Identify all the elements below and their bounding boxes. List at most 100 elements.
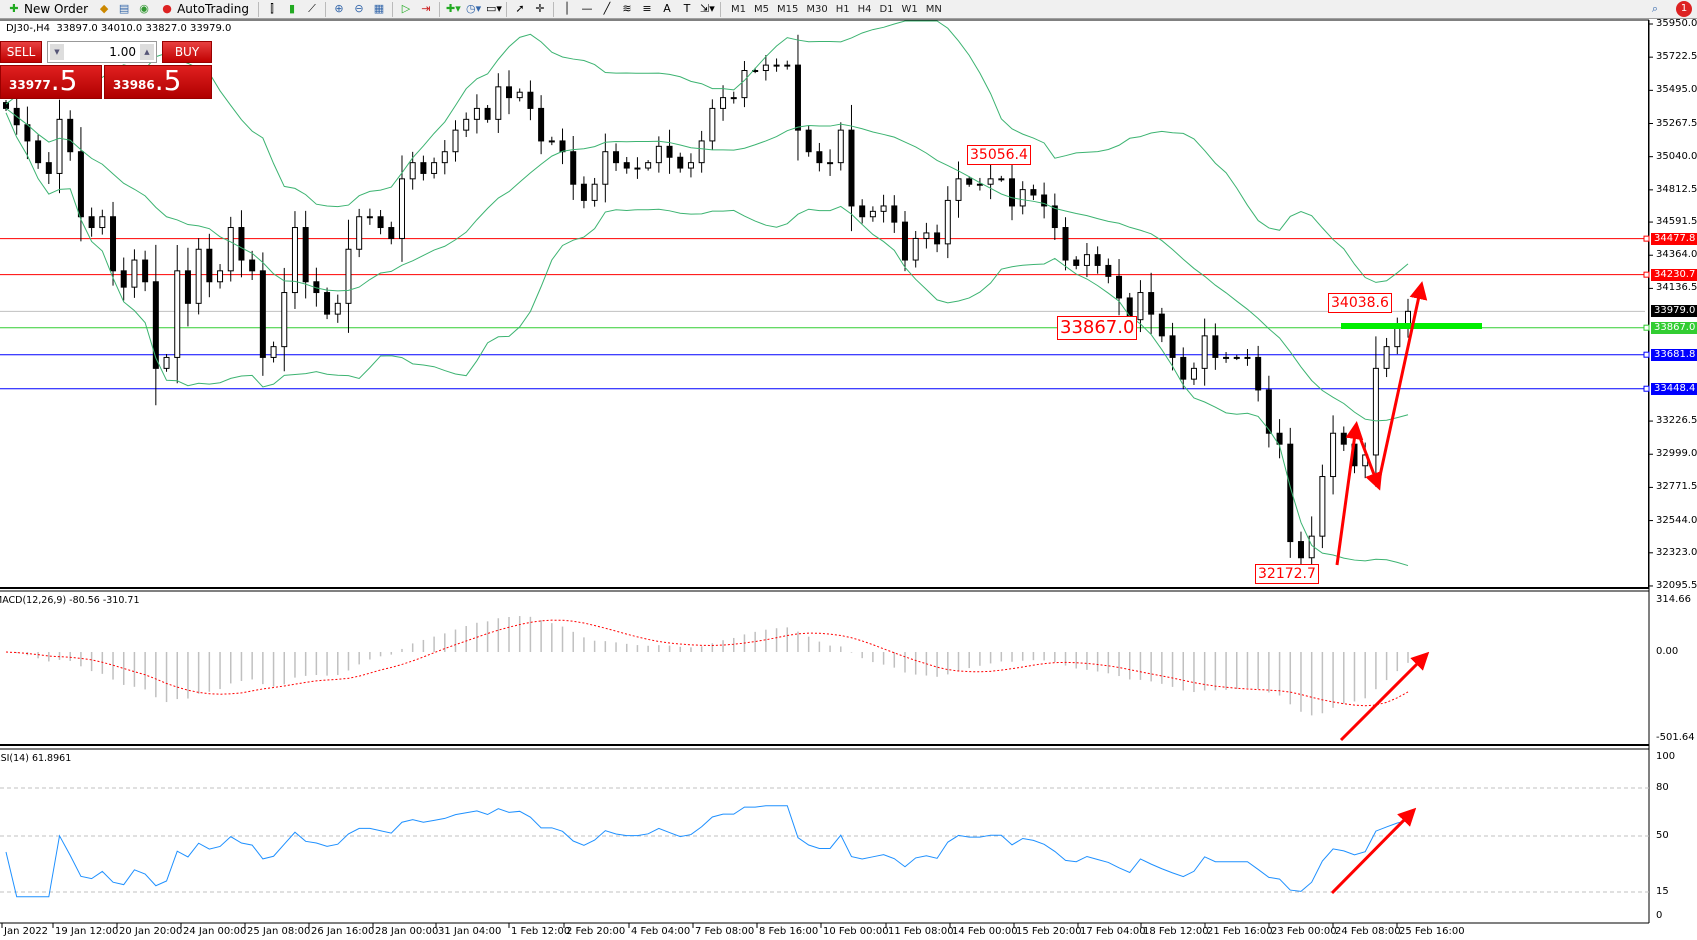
- trendline-icon[interactable]: ╱: [603, 2, 611, 15]
- sell-price[interactable]: 33977.5: [0, 65, 102, 99]
- time-axis-label: 18 Feb 12:00: [1143, 926, 1209, 937]
- bear-candle: [324, 292, 331, 315]
- lot-decrease-icon[interactable]: ▼: [50, 44, 64, 60]
- level-tag: 34230.7: [1651, 268, 1697, 281]
- trend-arrow: [1335, 421, 1364, 566]
- bear-candle: [1297, 541, 1304, 559]
- bull-candle: [131, 259, 138, 288]
- bull-candle: [99, 216, 106, 229]
- line-chart-icon[interactable]: ⟋: [308, 2, 316, 15]
- bear-candle: [1073, 259, 1080, 266]
- tile-windows-icon[interactable]: ▦: [373, 2, 385, 15]
- timeframe-m30[interactable]: M30: [806, 3, 828, 15]
- sell-button[interactable]: SELL: [0, 41, 42, 63]
- bear-candle: [67, 118, 74, 153]
- bull-candle: [655, 145, 662, 164]
- price-axis-label: 33226.5: [1656, 415, 1697, 427]
- time-axis-label: 14 Feb 00:00: [952, 926, 1018, 937]
- lot-increase-icon[interactable]: ▲: [140, 44, 154, 60]
- text-icon[interactable]: A: [663, 2, 671, 15]
- bear-candle: [527, 91, 534, 109]
- time-axis-label: 4 Feb 04:00: [631, 926, 691, 937]
- level-tag: 33681.8: [1651, 348, 1697, 361]
- crosshair-icon[interactable]: ✛: [535, 2, 545, 15]
- search-icon[interactable]: ⌕: [1651, 2, 1659, 15]
- text-label-icon[interactable]: T: [683, 2, 691, 15]
- bull-candle: [1233, 356, 1240, 359]
- notification-badge[interactable]: 1: [1676, 1, 1692, 17]
- bear-candle: [1276, 432, 1283, 445]
- bear-candle: [484, 107, 491, 120]
- time-axis-label: 11 Feb 08:00: [888, 926, 954, 937]
- bar-chart-icon[interactable]: ⫿: [270, 2, 274, 15]
- timeframe-mn[interactable]: MN: [925, 3, 942, 15]
- bear-candle: [45, 162, 52, 174]
- separator: [552, 1, 554, 17]
- zoom-in-icon[interactable]: ⊕: [334, 2, 344, 15]
- auto-trading-button[interactable]: ● AutoTrading: [157, 1, 252, 18]
- timeframe-m1[interactable]: M1: [730, 3, 746, 15]
- fibonacci-icon[interactable]: ≋: [622, 2, 632, 15]
- candlestick-icon[interactable]: ▮: [288, 2, 296, 15]
- bull-candle: [463, 118, 470, 131]
- bear-candle: [1094, 254, 1101, 266]
- horizontal-line-icon[interactable]: —: [581, 2, 593, 15]
- timeframe-w1[interactable]: W1: [901, 3, 918, 15]
- bull-candle: [398, 178, 405, 239]
- bull-candle: [687, 162, 694, 169]
- arrows-icon[interactable]: ⇲▾: [699, 2, 715, 15]
- chart-shift-icon[interactable]: ⇥: [421, 2, 431, 15]
- signals-icon[interactable]: ◉: [139, 2, 149, 15]
- bull-candle: [741, 70, 748, 99]
- zoom-out-icon[interactable]: ⊖: [354, 2, 364, 15]
- buy-price[interactable]: 33986.5: [104, 65, 212, 99]
- periods-icon[interactable]: ◷▾: [465, 2, 482, 15]
- bull-candle: [409, 162, 416, 180]
- bear-candle: [538, 107, 545, 142]
- new-order-button[interactable]: ✚ New Order: [4, 1, 91, 18]
- bear-candle: [388, 227, 395, 239]
- time-axis-label: 15 Feb 20:00: [1016, 926, 1082, 937]
- bull-candle: [976, 183, 983, 186]
- buy-button[interactable]: BUY: [162, 41, 212, 63]
- templates-icon[interactable]: ▭▾: [485, 2, 502, 15]
- cursor-icon[interactable]: ➚: [515, 2, 525, 15]
- bear-candle: [1051, 205, 1058, 229]
- bull-candle: [784, 64, 791, 67]
- bull-candle: [1223, 356, 1230, 359]
- bear-candle: [901, 221, 908, 261]
- bear-candle: [152, 281, 159, 369]
- timeframe-h4[interactable]: H4: [857, 3, 872, 15]
- market-watch-icon[interactable]: ◆: [99, 2, 109, 15]
- timeframe-h1[interactable]: H1: [835, 3, 850, 15]
- timeframe-buttons: M1 M5 M15 M30 H1 H4 D1 W1 MN: [727, 4, 946, 15]
- bull-candle: [730, 97, 737, 100]
- indicators-icon[interactable]: ✚▾: [445, 2, 461, 15]
- separator: [438, 1, 440, 17]
- bear-candle: [794, 64, 801, 131]
- timeframe-m5[interactable]: M5: [753, 3, 769, 15]
- timeframe-m15[interactable]: M15: [776, 3, 799, 15]
- time-axis-label: 25 Feb 16:00: [1399, 926, 1465, 937]
- time-axis-label: 21 Feb 16:00: [1207, 926, 1273, 937]
- bull-candle: [998, 178, 1005, 181]
- rsi-line: [5, 805, 1409, 898]
- bear-candle: [966, 178, 973, 185]
- bull-candle: [270, 346, 277, 358]
- bear-candle: [110, 216, 117, 272]
- bear-candle: [677, 156, 684, 169]
- bull-candle: [987, 178, 994, 185]
- history-center-icon[interactable]: ▤: [118, 2, 130, 15]
- macd-axis-label: -501.64: [1656, 732, 1695, 743]
- price-axis-label: 32095.5: [1656, 579, 1697, 591]
- bull-candle: [163, 356, 170, 369]
- lot-size-input[interactable]: ▼ 1.00 ▲: [47, 41, 157, 63]
- bear-candle: [77, 151, 84, 218]
- timeframe-d1[interactable]: D1: [879, 3, 894, 15]
- time-axis-label: 25 Jan 08:00: [247, 926, 311, 937]
- vertical-line-icon[interactable]: │: [563, 2, 571, 15]
- auto-scroll-icon[interactable]: ▷: [401, 2, 411, 15]
- bear-candle: [302, 227, 309, 283]
- channel-icon[interactable]: ≡: [642, 2, 652, 15]
